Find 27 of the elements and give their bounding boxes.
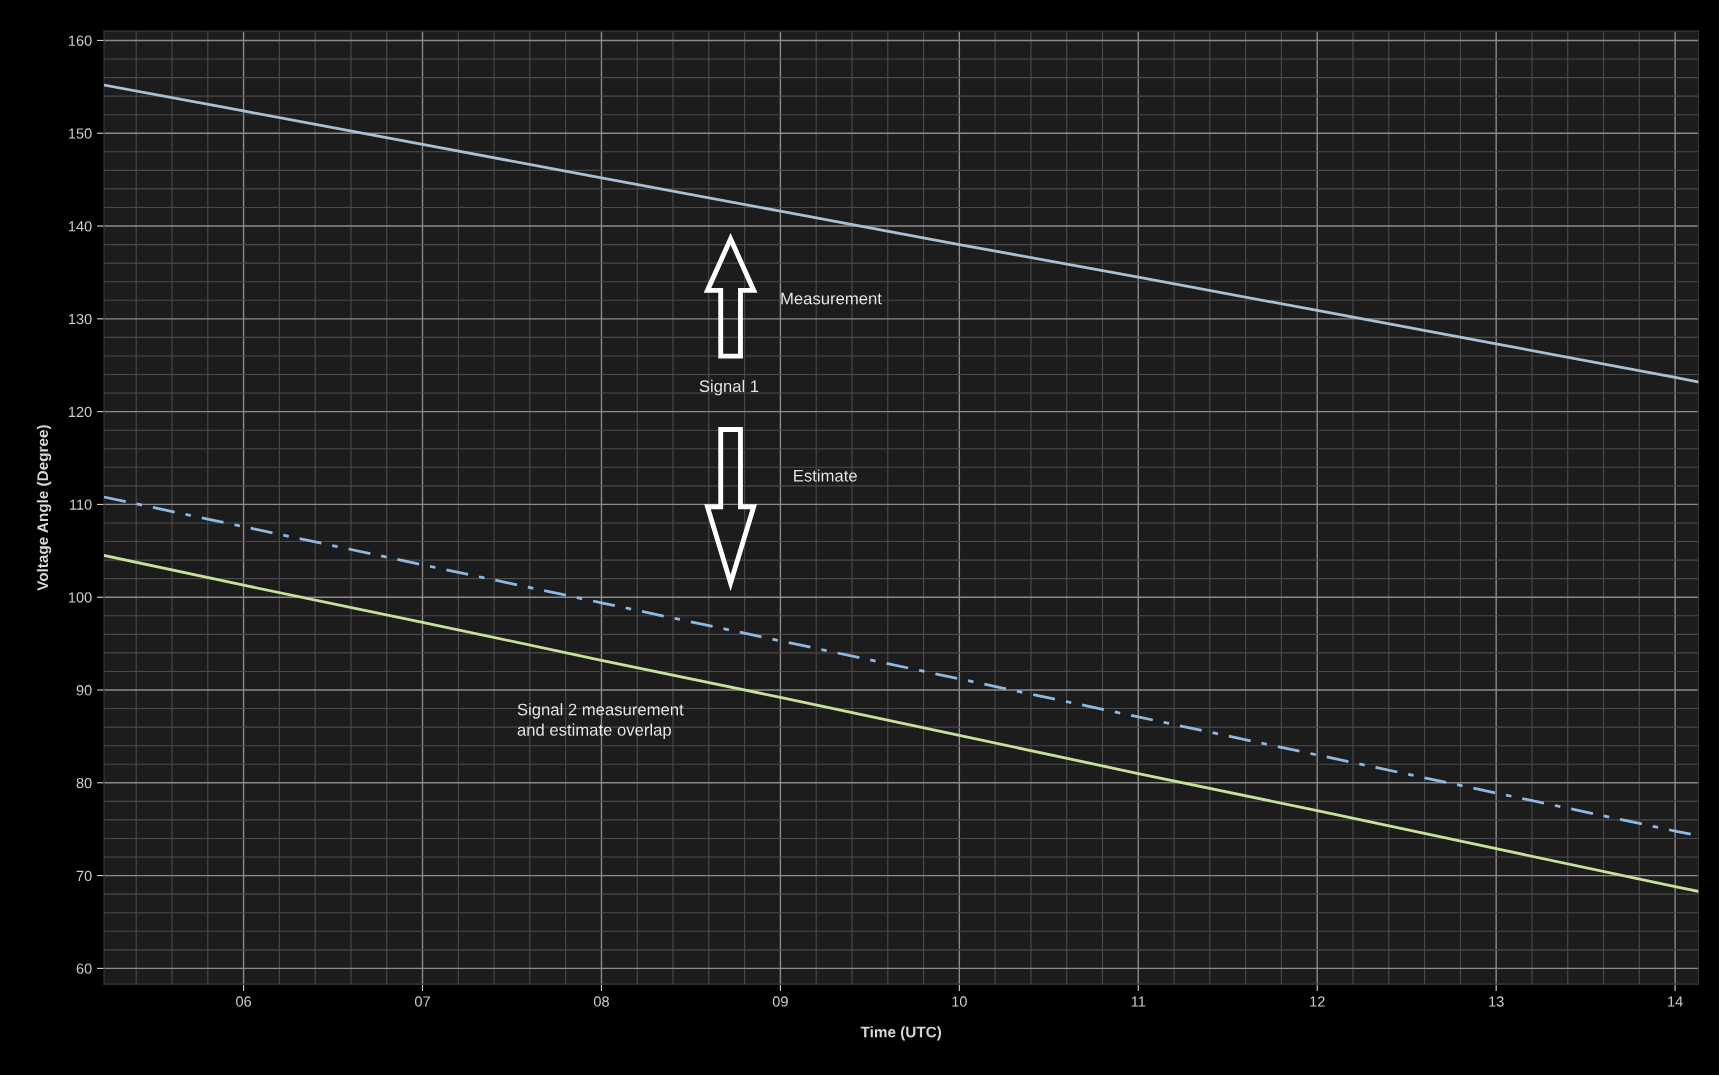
y-axis-title: Voltage Angle (Degree) xyxy=(36,425,52,591)
y-tick-label: 100 xyxy=(68,592,92,603)
x-tick-label: 06 xyxy=(236,996,252,1007)
y-tick-label: 120 xyxy=(68,406,92,418)
annotation: Measurement xyxy=(781,292,882,305)
annotation: Signal 1 xyxy=(699,379,759,396)
y-tick-label: 150 xyxy=(68,128,92,139)
y-tick-label: 140 xyxy=(68,221,92,232)
x-tick-label: 07 xyxy=(414,996,430,1007)
x-axis-title: Time (UTC) xyxy=(860,1026,942,1041)
annotation: Signal 2 measurement and estimate overlap xyxy=(517,703,684,740)
x-tick-label: 09 xyxy=(772,996,788,1007)
x-tick-label: 12 xyxy=(1310,996,1325,1007)
y-tick-label: 80 xyxy=(76,777,92,789)
x-tick-label: 14 xyxy=(1668,996,1683,1007)
y-tick-label: 160 xyxy=(68,35,92,46)
y-tick-label: 70 xyxy=(76,870,92,882)
y-tick-label: 60 xyxy=(76,963,92,974)
x-tick-label: 11 xyxy=(1131,996,1146,1007)
x-tick-label: 08 xyxy=(593,996,609,1007)
x-tick-label: 10 xyxy=(952,996,967,1007)
y-tick-label: 110 xyxy=(70,499,92,510)
y-tick-label: 130 xyxy=(68,313,92,325)
line-series xyxy=(104,554,1699,893)
y-tick-label: 90 xyxy=(76,685,92,696)
x-tick-label: 13 xyxy=(1489,996,1504,1007)
annotation: Estimate xyxy=(794,469,857,482)
